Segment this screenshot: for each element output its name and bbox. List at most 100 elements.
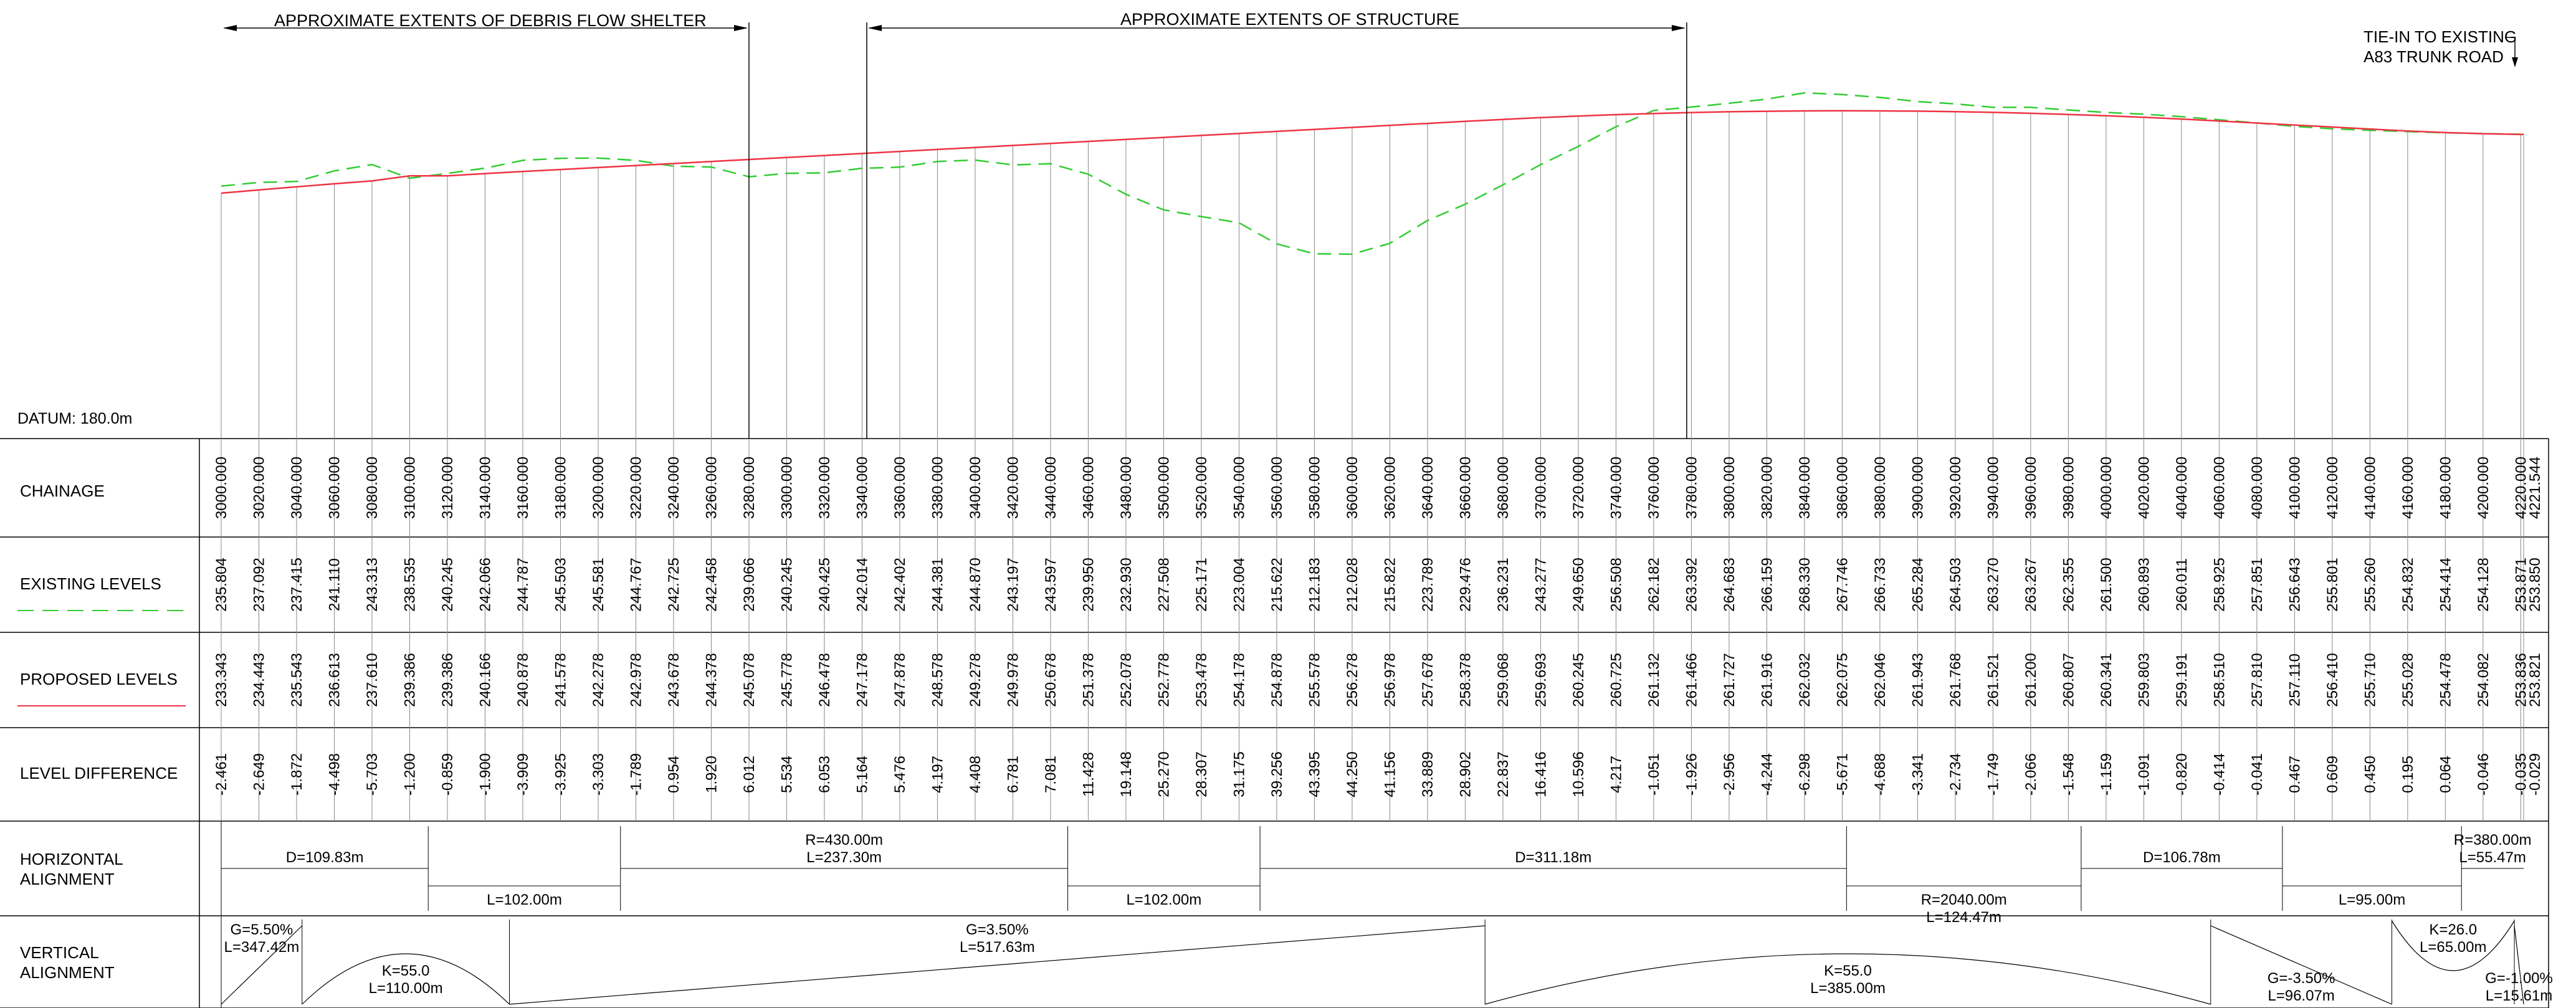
- tie-in-leader: [2505, 37, 2516, 65]
- chainage-value: 3540.000: [1231, 457, 1247, 519]
- v-alignment-curve: [221, 925, 303, 1005]
- chainage-value: 3860.000: [1834, 457, 1851, 519]
- chainage-value: 4180.000: [2437, 457, 2454, 519]
- v-alignment-label: L=110.00m: [369, 980, 443, 997]
- existing-level-value: 257.851: [2249, 558, 2266, 612]
- level-difference-value: 33.889: [1419, 751, 1436, 797]
- chainage-value: 3000.000: [213, 457, 230, 519]
- chainage-value: 3640.000: [1419, 457, 1436, 519]
- h-alignment-label: L=102.00m: [1126, 892, 1201, 908]
- existing-level-value: 244.767: [627, 558, 644, 612]
- chainage-value: 3180.000: [552, 457, 569, 519]
- existing-level-value: 253.871: [2512, 558, 2529, 612]
- proposed-level-value: 255.028: [2400, 653, 2416, 707]
- chainage-value: 3260.000: [703, 457, 720, 519]
- level-difference-value: 7.081: [1042, 756, 1059, 793]
- level-difference-value: -1.900: [477, 753, 494, 796]
- proposed-level-value: 261.200: [2023, 653, 2039, 707]
- proposed-level-value: 262.075: [1834, 653, 1851, 707]
- level-difference-value: -4.688: [1872, 753, 1889, 796]
- chainage-value: 3900.000: [1909, 457, 1926, 519]
- section-grid: [0, 438, 2549, 1008]
- level-difference-value: -4.244: [1758, 753, 1775, 796]
- chainage-value: 3100.000: [401, 457, 418, 519]
- proposed-level-value: 245.078: [741, 653, 758, 707]
- chainage-value: 3720.000: [1570, 457, 1587, 519]
- level-difference-value: -1.749: [1985, 753, 2001, 796]
- level-difference-value: 31.175: [1231, 751, 1247, 797]
- chainage-value: 3420.000: [1004, 457, 1021, 519]
- level-difference-value: 0.064: [2437, 756, 2454, 793]
- level-difference-value: 25.270: [1155, 751, 1172, 797]
- proposed-level-value: 260.807: [2060, 653, 2077, 707]
- existing-level-value: 215.822: [1381, 558, 1398, 612]
- existing-level-value: 225.171: [1193, 558, 1210, 612]
- level-difference-value: 22.837: [1495, 751, 1512, 797]
- v-alignment-label: L=65.00m: [2420, 939, 2486, 956]
- tie-in-label-1: TIE-IN TO EXISTING: [2364, 27, 2517, 46]
- proposed-level-value: 258.378: [1457, 653, 1474, 707]
- existing-level-value: 242.458: [703, 558, 720, 612]
- existing-level-value: 263.270: [1985, 558, 2001, 612]
- existing-level-value: 240.245: [439, 558, 456, 612]
- existing-level-value: 256.508: [1608, 558, 1624, 612]
- level-difference-value: 5.534: [778, 756, 795, 793]
- chainage-value: 3460.000: [1080, 457, 1097, 519]
- h-alignment-label: R=2040.00m: [1921, 892, 2007, 908]
- v-alignment-label: G=-3.50%: [2268, 970, 2335, 987]
- level-difference-value: 44.250: [1344, 751, 1361, 797]
- existing-level-value: 245.503: [552, 558, 569, 612]
- v-alignment-label: L=96.07m: [2268, 987, 2334, 1004]
- level-difference-value: 10.596: [1570, 751, 1587, 797]
- v-alignment-label: L=385.00m: [1810, 980, 1886, 997]
- existing-level-value: 258.925: [2211, 558, 2228, 612]
- debris-shelter-label: APPROXIMATE EXTENTS OF DEBRIS FLOW SHELT…: [274, 11, 707, 30]
- chainage-value: 4220.000: [2512, 457, 2529, 519]
- proposed-level-value: 234.443: [250, 653, 267, 707]
- chainage-value: 3120.000: [439, 457, 456, 519]
- level-difference-value: -1.200: [401, 753, 418, 796]
- level-difference-value: -0.029: [2527, 753, 2544, 796]
- proposed-level-value: 237.610: [364, 653, 381, 707]
- level-difference-value: -3.925: [552, 753, 569, 796]
- proposed-level-value: 239.386: [439, 653, 456, 707]
- chainage-value: 3020.000: [250, 457, 267, 519]
- chainage-value: 3700.000: [1532, 457, 1549, 519]
- existing-level-value: 244.787: [515, 558, 532, 612]
- existing-level-value: 262.182: [1646, 558, 1662, 612]
- chainage-value: 3480.000: [1118, 457, 1135, 519]
- chainage-value: 3520.000: [1193, 457, 1210, 519]
- existing-level-value: 267.746: [1834, 558, 1851, 612]
- row-label-vertical-1: VERTICAL: [20, 943, 99, 962]
- chainage-value: 4120.000: [2324, 457, 2341, 519]
- v-alignment-curve: [509, 925, 1486, 1005]
- chainage-value: 3600.000: [1344, 457, 1361, 519]
- existing-level-value: 266.733: [1872, 558, 1889, 612]
- proposed-level-value: 249.278: [967, 653, 984, 707]
- level-difference-value: 11.428: [1080, 752, 1097, 797]
- chainage-value: 3680.000: [1495, 457, 1512, 519]
- level-difference-value: -2.066: [2023, 753, 2039, 796]
- extent-lines: [223, 22, 2518, 439]
- h-alignment-label: D=106.78m: [2143, 849, 2221, 866]
- chainage-value: 3760.000: [1646, 457, 1662, 519]
- level-difference-value: -3.341: [1909, 753, 1926, 796]
- existing-level-value: 264.683: [1721, 558, 1738, 612]
- proposed-level-value: 233.343: [213, 653, 230, 707]
- level-difference-value: -1.872: [289, 753, 305, 796]
- h-alignment-label: D=311.18m: [1515, 849, 1591, 866]
- v-alignment-label: G=5.50%: [231, 921, 293, 938]
- level-difference-value: -1.789: [627, 753, 644, 796]
- shelter-arrow-left: [223, 25, 237, 31]
- h-alignment-label: L=237.30m: [806, 849, 882, 866]
- existing-level-value: 262.355: [2060, 558, 2077, 612]
- chainage-value: 3880.000: [1872, 457, 1889, 519]
- proposed-level-value: 260.341: [2098, 653, 2115, 707]
- existing-level-value: 235.804: [213, 558, 230, 612]
- proposed-level-value: 235.543: [289, 653, 305, 707]
- legend-samples: [17, 610, 186, 706]
- v-alignment-label: K=55.0: [382, 963, 430, 979]
- existing-level-value: 223.789: [1419, 558, 1436, 612]
- existing-level-value: 223.004: [1231, 558, 1247, 612]
- proposed-level-value: 247.878: [892, 653, 909, 707]
